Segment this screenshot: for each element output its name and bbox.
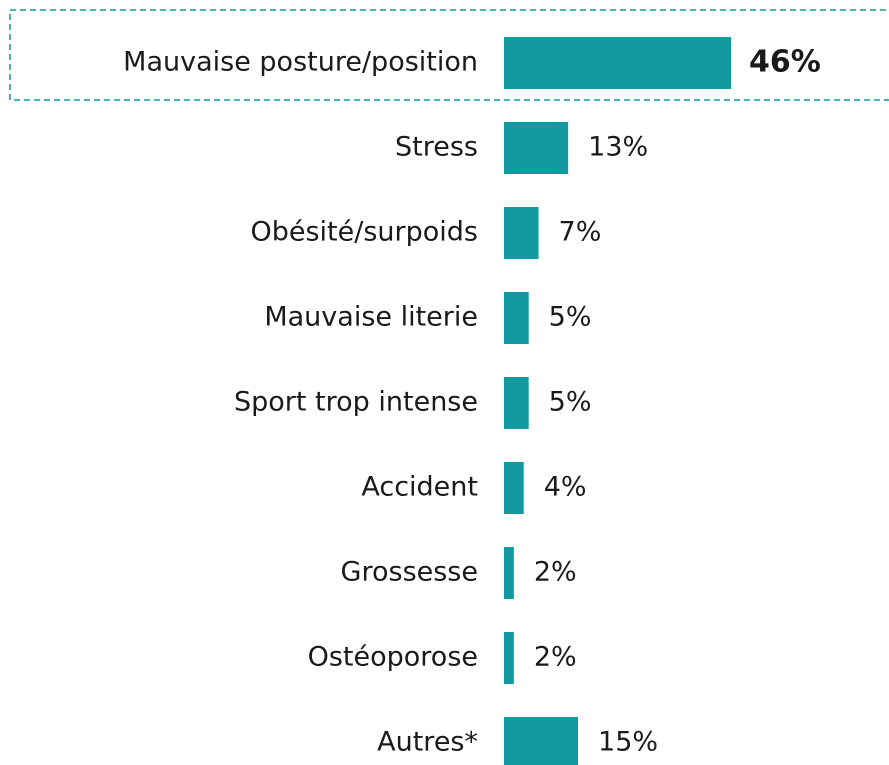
- value-label: 13%: [588, 132, 648, 163]
- value-label: 5%: [549, 302, 592, 333]
- value-label: 7%: [559, 217, 602, 248]
- bar: [504, 547, 514, 599]
- bar: [504, 717, 579, 765]
- bar: [504, 37, 731, 89]
- value-label: 2%: [534, 557, 577, 588]
- bar: [504, 207, 539, 259]
- bar: [504, 377, 529, 429]
- category-label: Mauvaise posture/position: [123, 47, 478, 78]
- bar: [504, 122, 569, 174]
- highlight-box: [9, 9, 889, 101]
- value-label: 5%: [549, 387, 592, 418]
- category-label: Autres*: [377, 727, 478, 758]
- value-label: 15%: [598, 727, 658, 758]
- category-label: Grossesse: [341, 557, 478, 588]
- category-label: Mauvaise literie: [264, 302, 478, 333]
- value-label: 2%: [534, 642, 577, 673]
- category-label: Accident: [361, 472, 478, 503]
- value-label: 4%: [544, 472, 587, 503]
- category-label: Obésité/surpoids: [250, 217, 478, 248]
- category-label: Sport trop intense: [234, 387, 478, 418]
- bar: [504, 292, 529, 344]
- category-label: Ostéoporose: [308, 642, 478, 673]
- value-label: 46%: [749, 45, 821, 80]
- bar: [504, 632, 514, 684]
- bar: [504, 462, 524, 514]
- category-label: Stress: [395, 132, 478, 163]
